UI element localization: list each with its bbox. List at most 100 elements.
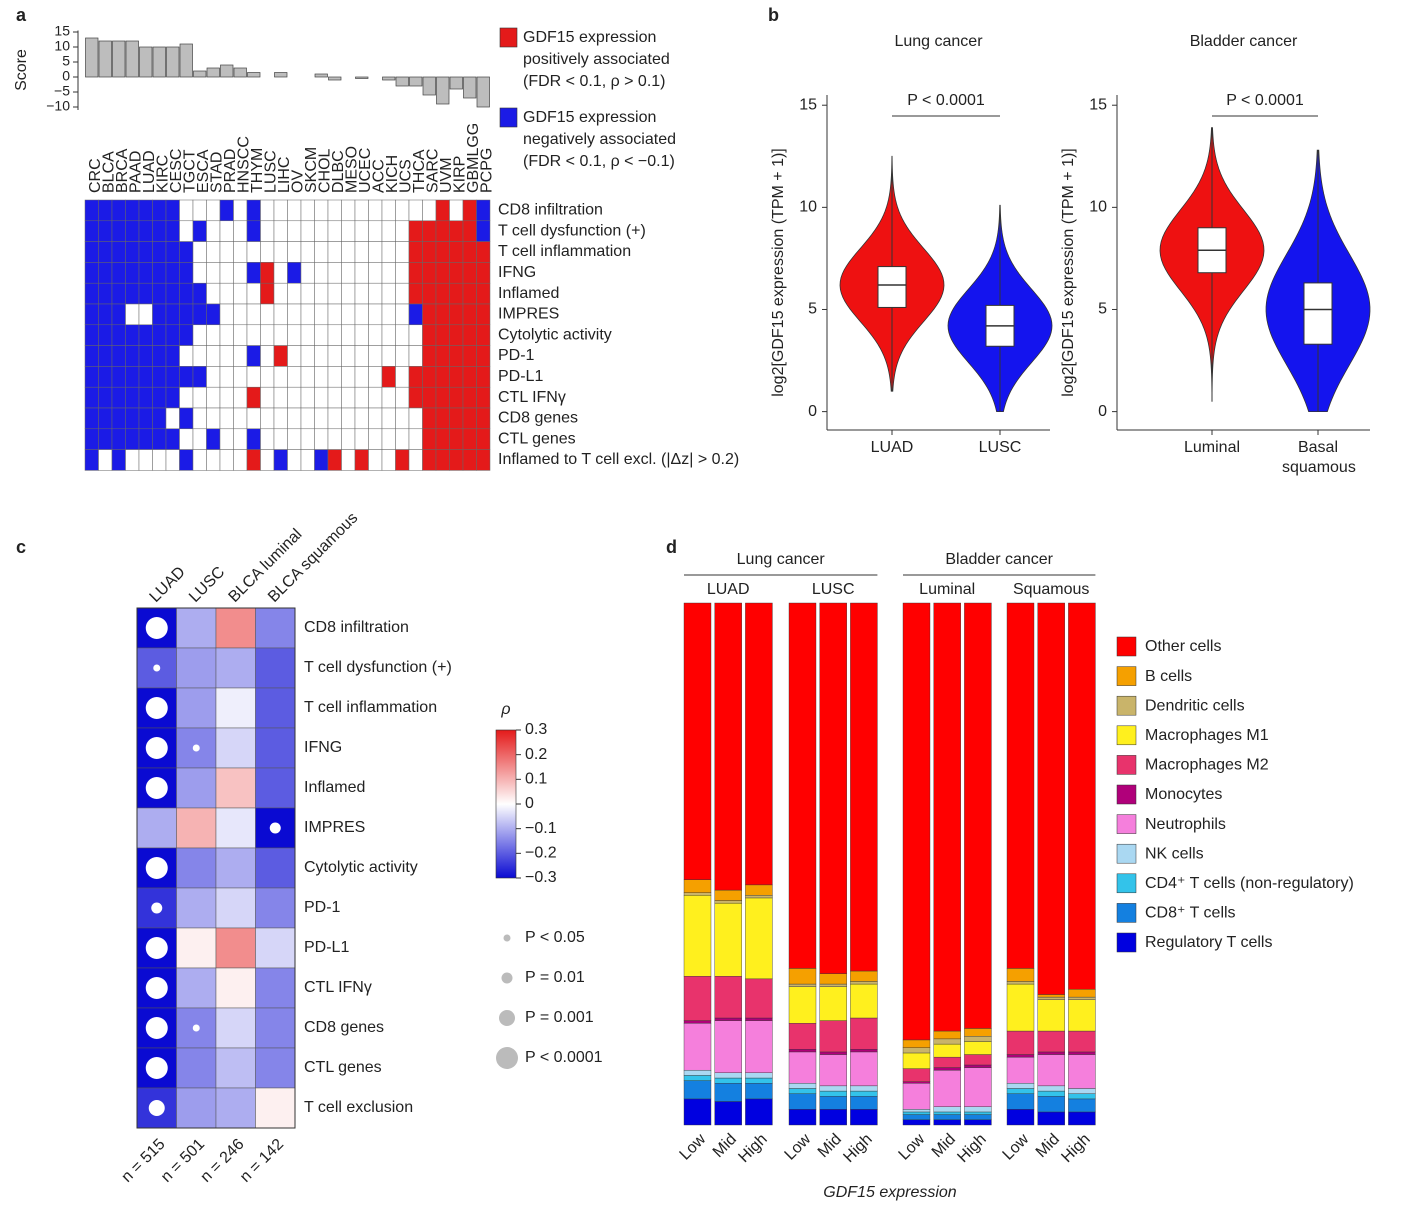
heatmap-cell <box>84 303 99 326</box>
box <box>1303 282 1333 345</box>
heatmap-cell <box>273 199 288 222</box>
heatmap-cell <box>341 220 356 242</box>
bar <box>422 76 436 96</box>
heatmap-cell <box>215 1047 256 1089</box>
bar-segment <box>714 1017 742 1021</box>
bar-segment <box>1006 1056 1035 1084</box>
heatmap-cell <box>125 199 140 222</box>
box <box>877 266 907 308</box>
heatmap-cell <box>314 303 329 326</box>
chart-title: Bladder cancer <box>1190 33 1298 50</box>
heatmap-cell <box>408 366 423 388</box>
heatmap-cell <box>206 366 221 388</box>
heatmap-cell <box>476 366 491 388</box>
heatmap-cell <box>449 282 464 305</box>
heatmap-cell <box>341 282 356 305</box>
heatmap-cell <box>314 345 329 367</box>
heatmap-cell <box>273 345 288 367</box>
column-label: TGCT <box>181 149 198 193</box>
row-label: CD8 genes <box>498 410 578 427</box>
bar-segment <box>902 1119 931 1126</box>
heatmap-cell <box>165 366 180 388</box>
heatmap-cell <box>381 366 396 388</box>
heatmap-cell <box>408 262 423 284</box>
heatmap-cell <box>84 241 99 263</box>
heatmap-cell <box>111 324 126 346</box>
bar-segment <box>1068 1111 1096 1126</box>
column-label: LUAD <box>147 564 189 606</box>
significance-dot <box>145 617 168 639</box>
colorbar-tick-label: −0.3 <box>525 869 557 886</box>
heatmap-cell <box>84 324 99 346</box>
column-label: UCS <box>397 159 414 193</box>
heatmap-cell <box>215 807 256 849</box>
bar-segment <box>1006 1054 1035 1058</box>
heatmap-cell <box>476 386 491 409</box>
heatmap-cell <box>206 407 221 430</box>
heatmap-cell <box>219 303 234 326</box>
heatmap-cell <box>246 428 261 450</box>
heatmap-cell <box>354 303 369 326</box>
row-label: PD-L1 <box>304 939 349 956</box>
heatmap-cell <box>84 386 99 409</box>
heatmap-cell <box>84 428 99 450</box>
bar-segment <box>1037 1090 1065 1097</box>
bar-segment <box>1068 1088 1096 1094</box>
legend-swatch <box>1116 784 1137 805</box>
heatmap-cell <box>435 220 450 242</box>
heatmap-cell <box>215 727 256 769</box>
row-label: T cell inflammation <box>498 243 631 260</box>
heatmap-cell <box>219 428 234 450</box>
bar-segment <box>850 1096 878 1110</box>
significance-dot <box>145 737 168 759</box>
heatmap-cell <box>273 220 288 242</box>
legend-swatch <box>1116 755 1137 775</box>
legend-swatch <box>1116 932 1137 953</box>
heatmap-cell <box>206 262 221 284</box>
bar-segment <box>788 1083 817 1089</box>
heatmap-cell <box>422 407 437 430</box>
heatmap-cell <box>395 428 410 450</box>
heatmap-cell <box>395 366 410 388</box>
x-tick-label: Basal squamous <box>1282 439 1356 476</box>
heatmap-cell <box>476 199 491 222</box>
bar-segment <box>819 1109 847 1126</box>
column-label: GBMLGG <box>465 123 482 193</box>
heatmap-cell <box>368 324 383 346</box>
subgroup-label: LUAD <box>707 581 750 598</box>
heatmap-cell <box>273 303 288 326</box>
bar-segment <box>1006 1030 1035 1055</box>
heatmap-cell <box>152 386 167 409</box>
heatmap-cell <box>273 366 288 388</box>
bar-segment <box>788 1093 817 1110</box>
heatmap-cell <box>368 449 383 471</box>
heatmap-cell <box>192 428 207 450</box>
heatmap-cell <box>138 407 153 430</box>
heatmap-cell <box>152 345 167 367</box>
heatmap-cell <box>381 324 396 346</box>
legend-label: P < 0.0001 <box>525 1049 603 1066</box>
heatmap-cell <box>260 366 275 388</box>
heatmap-cell <box>125 282 140 305</box>
colorbar-tick-label: 0.2 <box>525 746 547 763</box>
bar <box>85 37 99 78</box>
heatmap-cell <box>422 428 437 450</box>
bar-segment <box>819 1085 847 1092</box>
heatmap-cell <box>246 449 261 471</box>
heatmap-cell <box>179 324 194 346</box>
heatmap-cell <box>287 262 302 284</box>
bar-segment <box>819 1096 847 1110</box>
bar <box>139 46 153 78</box>
heatmap-cell <box>138 199 153 222</box>
heatmap-cell <box>327 324 342 346</box>
heatmap-cell <box>138 366 153 388</box>
heatmap-cell <box>219 407 234 430</box>
heatmap-cell <box>165 386 180 409</box>
heatmap-cell <box>233 262 248 284</box>
legend-swatch <box>499 107 518 128</box>
heatmap-cell <box>435 449 450 471</box>
bar <box>274 72 288 78</box>
bar-segment <box>714 1083 742 1102</box>
heatmap-cell <box>422 366 437 388</box>
heatmap-cell <box>435 324 450 346</box>
